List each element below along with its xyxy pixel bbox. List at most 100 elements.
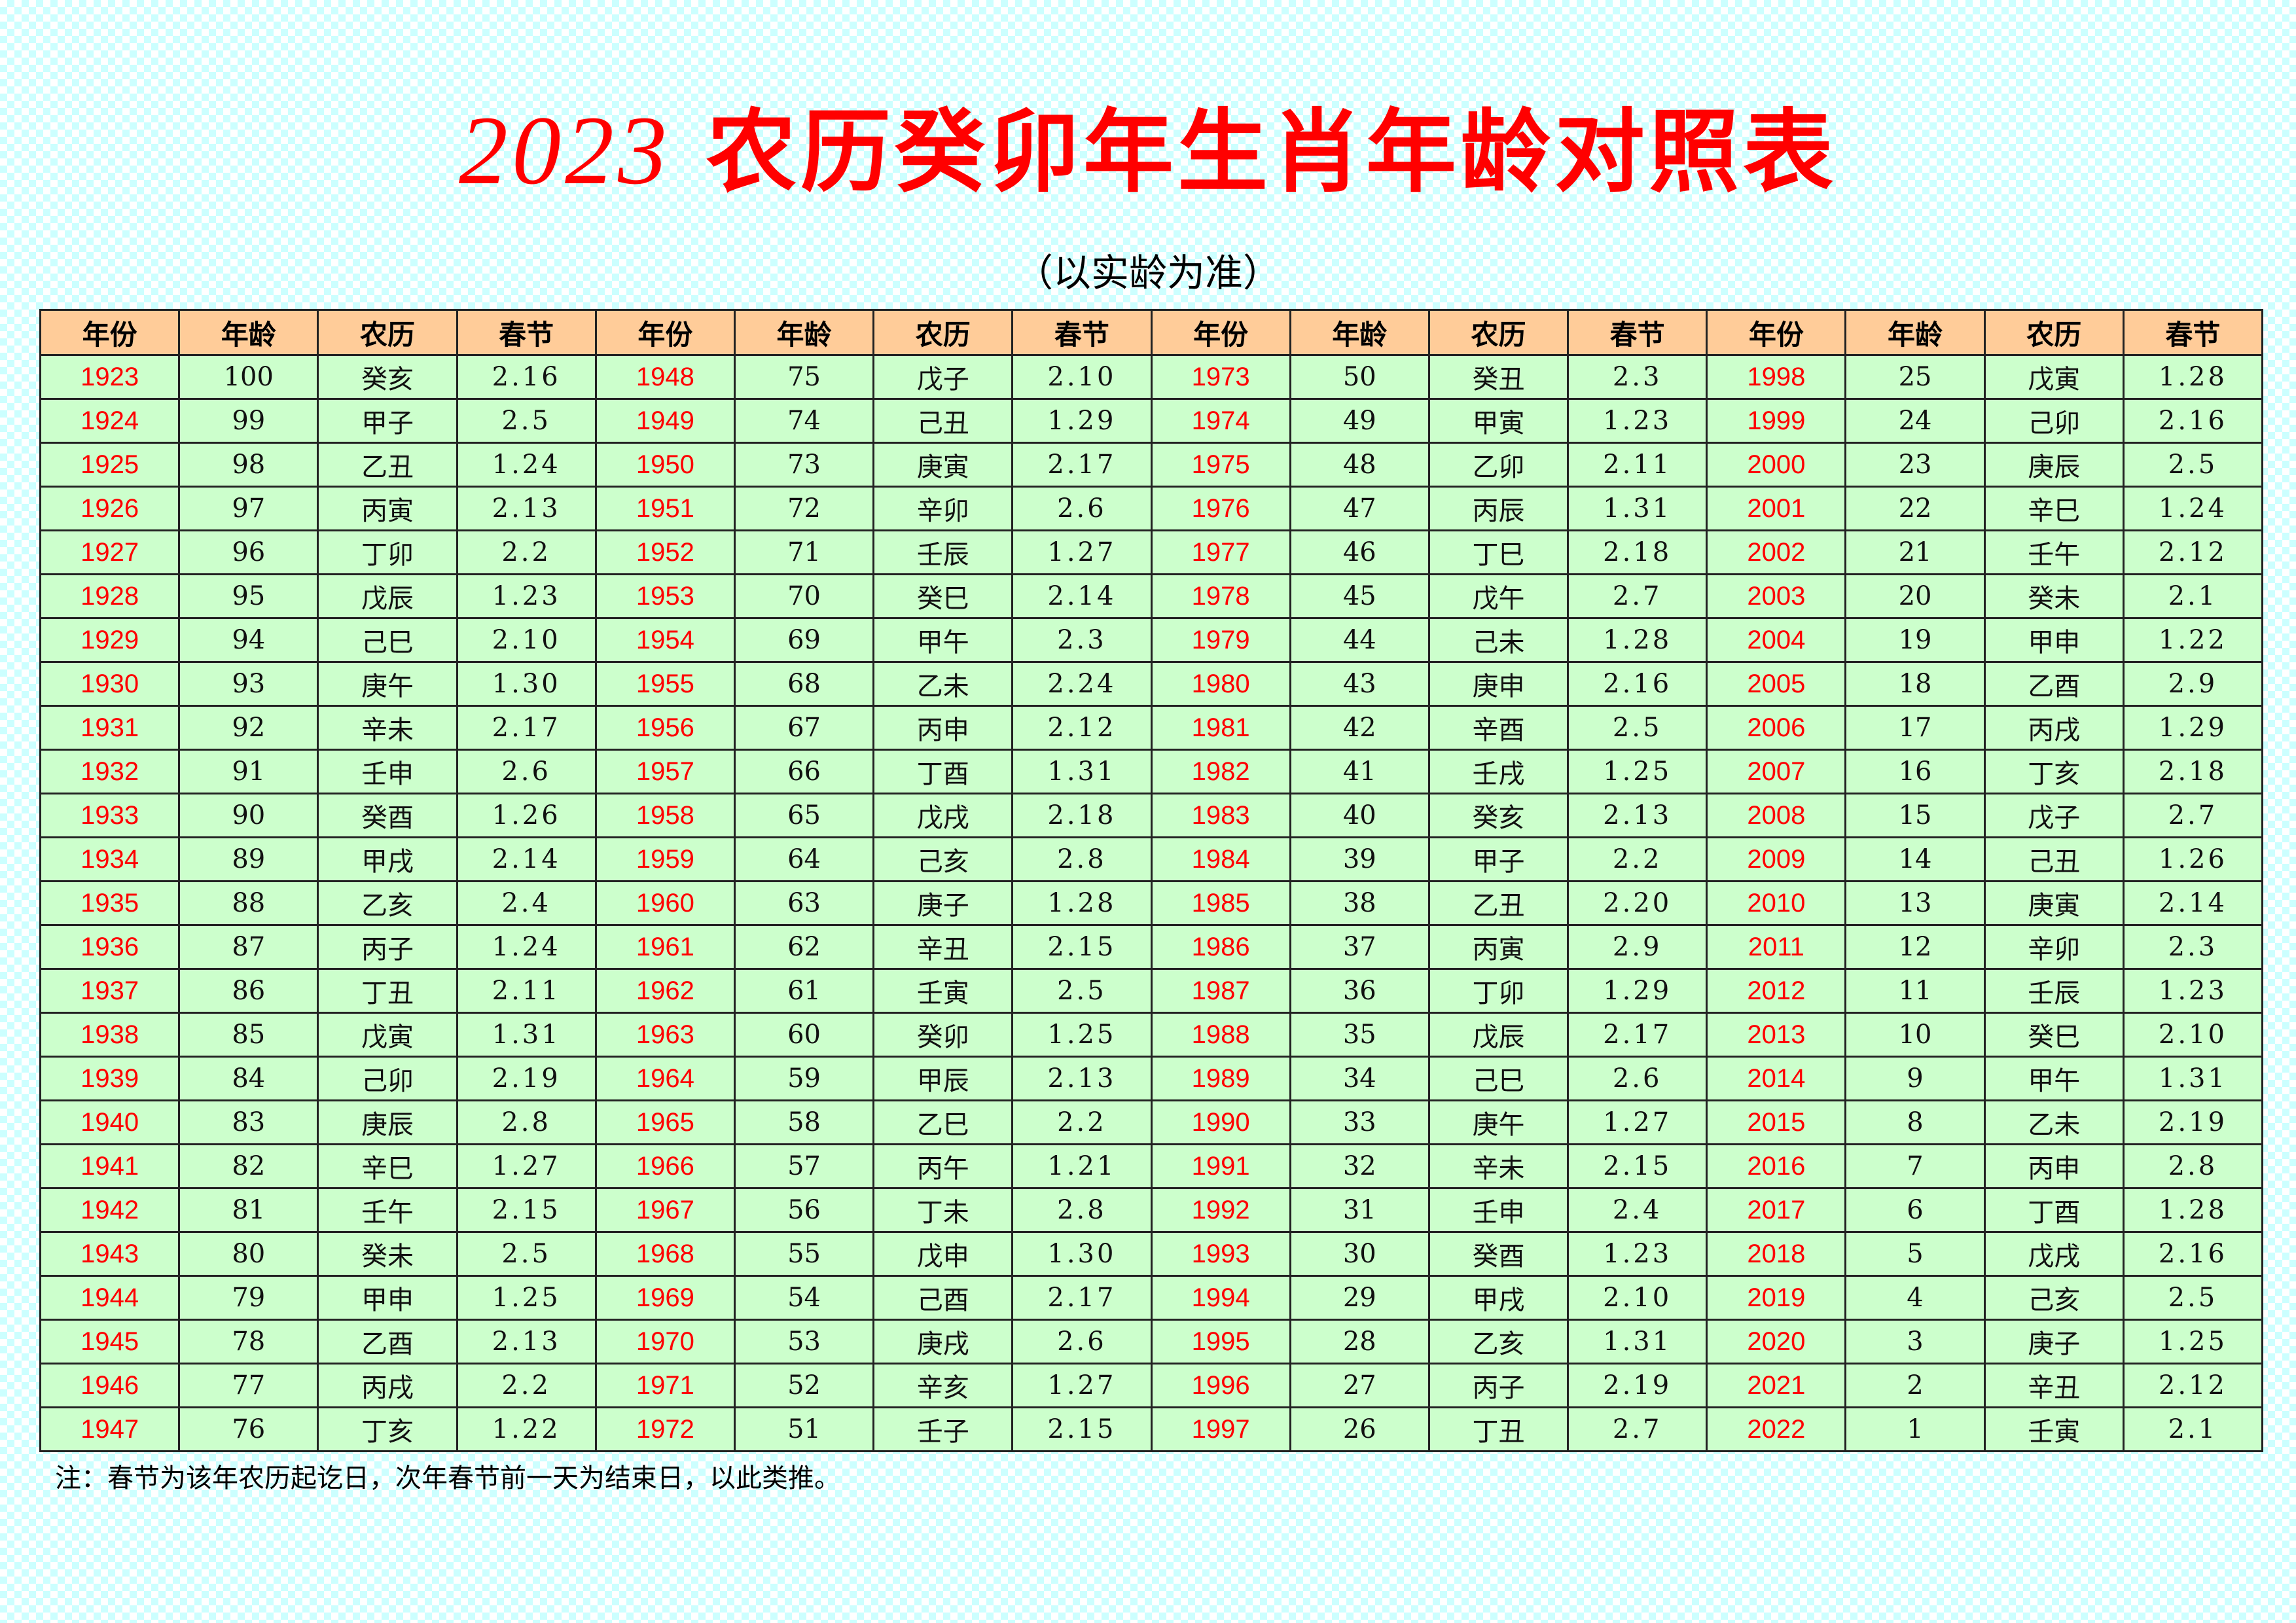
- cell-spring: 2.14: [1011, 573, 1153, 619]
- cell-ganzhi: 丙午: [872, 1143, 1014, 1189]
- cell-spring: 1.28: [1011, 880, 1153, 926]
- cell-spring: 2.10: [1011, 354, 1153, 400]
- cell-year: 1955: [594, 661, 736, 707]
- cell-age: 86: [178, 968, 319, 1014]
- cell-spring: 2.14: [456, 836, 597, 882]
- cell-year: 2012: [1706, 968, 1847, 1014]
- cell-spring: 1.31: [456, 1012, 597, 1058]
- cell-year: 1949: [594, 398, 736, 444]
- cell-age: 83: [178, 1099, 319, 1145]
- cell-ganzhi: 己亥: [872, 836, 1014, 882]
- cell-age: 100: [178, 354, 319, 400]
- cell-spring: 2.17: [1011, 442, 1153, 488]
- cell-ganzhi: 丁亥: [317, 1406, 458, 1452]
- cell-ganzhi: 乙丑: [1427, 880, 1570, 926]
- cell-ganzhi: 庚子: [872, 880, 1014, 926]
- cell-year: 1993: [1150, 1231, 1291, 1277]
- cell-year: 1966: [594, 1143, 736, 1189]
- cell-spring: 1.24: [456, 442, 597, 488]
- cell-age: 19: [1844, 617, 1986, 663]
- cell-spring: 2.3: [1011, 617, 1153, 663]
- cell-year: 1961: [594, 924, 736, 970]
- cell-year: 1931: [39, 705, 181, 751]
- cell-ganzhi: 丁酉: [872, 749, 1014, 794]
- cell-spring: 2.9: [2122, 661, 2264, 707]
- cell-year: 1969: [594, 1275, 736, 1321]
- cell-year: 1924: [39, 398, 181, 444]
- cell-spring: 1.25: [1567, 749, 1708, 794]
- cell-spring: 2.14: [2122, 880, 2264, 926]
- cell-ganzhi: 壬寅: [872, 968, 1014, 1014]
- cell-year: 2022: [1706, 1406, 1847, 1452]
- cell-age: 40: [1289, 793, 1430, 838]
- cell-age: 41: [1289, 749, 1430, 794]
- cell-ganzhi: 丙子: [317, 924, 458, 970]
- cell-spring: 2.11: [1567, 442, 1708, 488]
- cell-ganzhi: 丙辰: [1427, 486, 1570, 531]
- column-header-age: 年龄: [1289, 309, 1430, 356]
- cell-year: 1985: [1150, 880, 1291, 926]
- cell-age: 97: [178, 486, 319, 531]
- cell-spring: 1.22: [456, 1406, 597, 1452]
- cell-spring: 2.2: [456, 1363, 597, 1408]
- cell-age: 29: [1289, 1275, 1430, 1321]
- cell-age: 47: [1289, 486, 1430, 531]
- cell-spring: 2.10: [456, 617, 597, 663]
- cell-ganzhi: 庚午: [317, 661, 458, 707]
- cell-year: 1951: [594, 486, 736, 531]
- cell-age: 8: [1844, 1099, 1986, 1145]
- column-header-ganzhi: 农历: [1983, 309, 2125, 356]
- cell-spring: 1.29: [1567, 968, 1708, 1014]
- cell-year: 2007: [1706, 749, 1847, 794]
- cell-year: 1923: [39, 354, 181, 400]
- cell-year: 1994: [1150, 1275, 1291, 1321]
- cell-spring: 1.30: [456, 661, 597, 707]
- cell-spring: 1.25: [456, 1275, 597, 1321]
- column-header-age: 年龄: [1844, 309, 1986, 356]
- cell-spring: 1.29: [1011, 398, 1153, 444]
- cell-ganzhi: 癸酉: [317, 793, 458, 838]
- cell-ganzhi: 己卯: [317, 1056, 458, 1101]
- cell-year: 2011: [1706, 924, 1847, 970]
- cell-spring: 2.2: [456, 529, 597, 575]
- cell-year: 1938: [39, 1012, 181, 1058]
- cell-age: 74: [733, 398, 875, 444]
- cell-ganzhi: 戊戌: [1983, 1231, 2125, 1277]
- cell-ganzhi: 丙戌: [1983, 705, 2125, 751]
- cell-year: 1946: [39, 1363, 181, 1408]
- cell-spring: 1.27: [456, 1143, 597, 1189]
- cell-age: 46: [1289, 529, 1430, 575]
- cell-age: 69: [733, 617, 875, 663]
- cell-age: 27: [1289, 1363, 1430, 1408]
- cell-age: 78: [178, 1319, 319, 1364]
- table-row: 1929 94 己巳 2.10 1954 69 甲午 2.3 1979 44 己未 1.28 2004 1…: [39, 617, 2264, 663]
- cell-year: 1964: [594, 1056, 736, 1101]
- cell-spring: 2.10: [1567, 1275, 1708, 1321]
- cell-ganzhi: 庚辰: [1983, 442, 2125, 488]
- cell-ganzhi: 辛丑: [872, 924, 1014, 970]
- cell-ganzhi: 甲戌: [317, 836, 458, 882]
- cell-age: 66: [733, 749, 875, 794]
- cell-ganzhi: 癸亥: [317, 354, 458, 400]
- cell-ganzhi: 乙未: [872, 661, 1014, 707]
- cell-ganzhi: 丁丑: [317, 968, 458, 1014]
- cell-age: 50: [1289, 354, 1430, 400]
- cell-spring: 2.13: [1567, 793, 1708, 838]
- table-header-row: 年份 年龄 农历 春节 年份 年龄 农历 春节 年份 年龄 农历 春节 年份 年龄 农历 春节: [39, 309, 2264, 356]
- cell-ganzhi: 甲戌: [1427, 1275, 1570, 1321]
- cell-year: 1930: [39, 661, 181, 707]
- cell-ganzhi: 乙亥: [317, 880, 458, 926]
- cell-spring: 2.17: [456, 705, 597, 751]
- cell-age: 45: [1289, 573, 1430, 619]
- cell-ganzhi: 辛亥: [872, 1363, 1014, 1408]
- cell-age: 55: [733, 1231, 875, 1277]
- title-year: 2023: [458, 96, 671, 205]
- cell-year: 1929: [39, 617, 181, 663]
- cell-year: 1937: [39, 968, 181, 1014]
- cell-year: 1981: [1150, 705, 1291, 751]
- cell-year: 1976: [1150, 486, 1291, 531]
- cell-age: 32: [1289, 1143, 1430, 1189]
- cell-year: 1995: [1150, 1319, 1291, 1364]
- cell-ganzhi: 辛巳: [317, 1143, 458, 1189]
- cell-age: 70: [733, 573, 875, 619]
